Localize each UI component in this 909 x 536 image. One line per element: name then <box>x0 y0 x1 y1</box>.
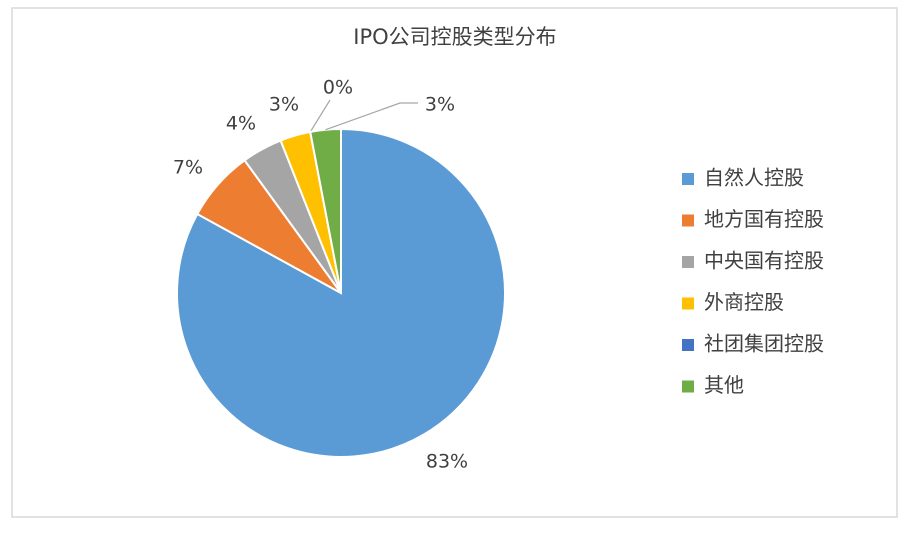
pie-slice <box>309 127 342 294</box>
data-label: 3% <box>269 94 299 116</box>
legend-label: 地方国有控股 <box>704 207 824 231</box>
legend-label: 中央国有控股 <box>704 249 824 273</box>
legend-swatch <box>682 173 694 185</box>
leader-line <box>309 99 331 133</box>
legend-label: 自然人控股 <box>704 166 804 190</box>
legend-label: 外商控股 <box>704 290 784 314</box>
legend-swatch <box>682 297 694 310</box>
legend-swatch <box>682 214 694 227</box>
data-label: 3% <box>425 94 455 116</box>
legend-swatch <box>682 256 694 268</box>
chart-title: IPO公司控股类型分布 <box>353 25 556 49</box>
legend-swatch <box>682 380 694 393</box>
data-label: 83% <box>426 451 468 473</box>
data-label: 7% <box>173 157 203 179</box>
leader-line <box>325 102 418 131</box>
data-label: 4% <box>226 113 256 135</box>
legend-label: 社团集团控股 <box>704 332 824 356</box>
legend-label: 其他 <box>704 373 744 397</box>
legend-swatch <box>682 339 694 351</box>
data-label: 0% <box>323 77 353 99</box>
